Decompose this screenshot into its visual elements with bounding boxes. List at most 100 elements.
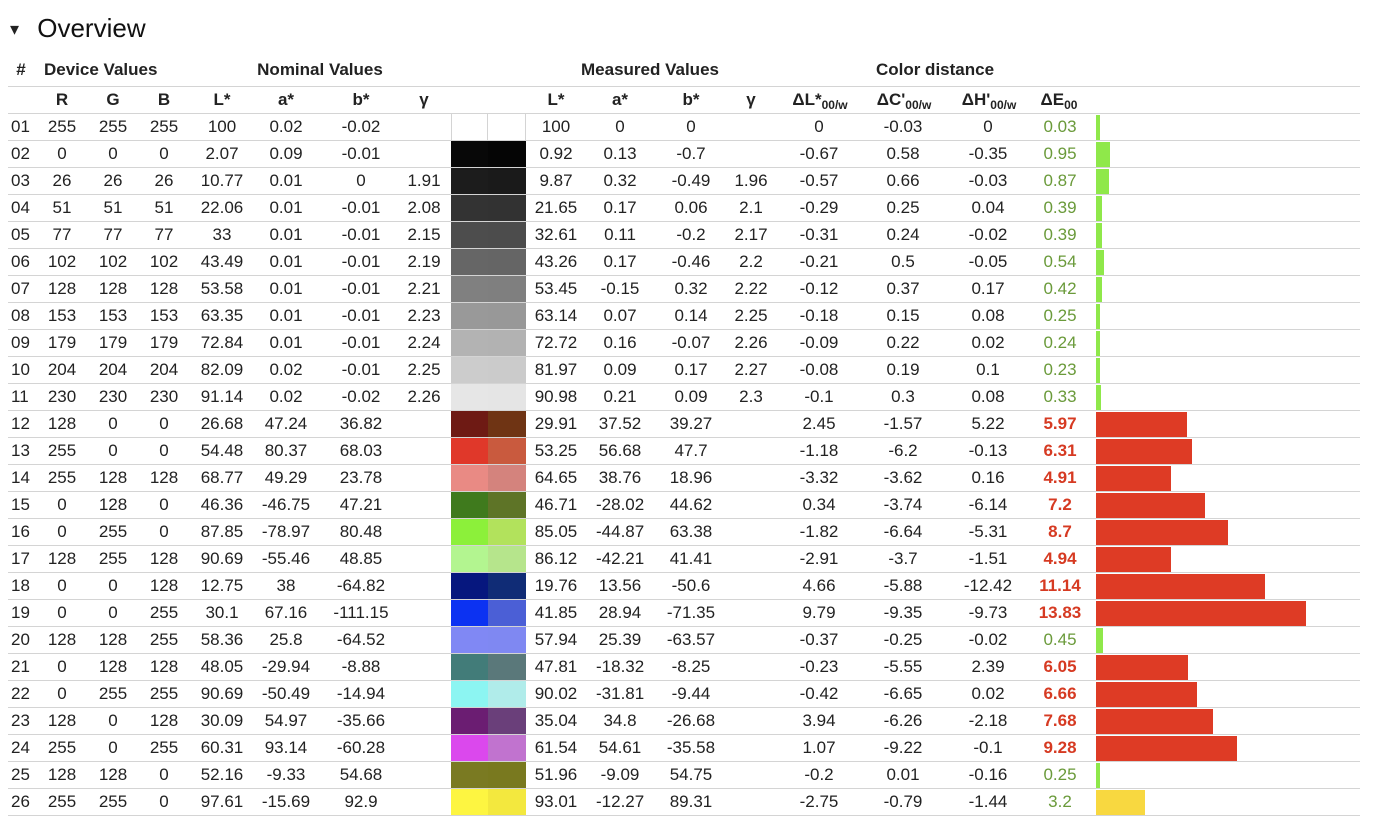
nominal-l: 22.06 [200, 198, 244, 217]
nominal-b: -0.01 [341, 333, 381, 352]
nominal-gamma: 2.25 [407, 360, 441, 379]
measured-a: 13.56 [598, 576, 642, 595]
nominal-color-swatch [451, 249, 488, 275]
delta-e-value: 0.45 [1043, 630, 1077, 649]
delta-e-value: 0.87 [1043, 171, 1077, 190]
row-number: 03 [11, 171, 30, 190]
table-row: 01 255 255 255 100 0.02 -0.02 100 0 0 0 -0.03 0 0.03 [8, 114, 1360, 141]
measured-b: -50.6 [671, 576, 711, 595]
measured-b: 44.62 [669, 495, 713, 514]
col-header-delta-l: ΔL*00/w [792, 90, 848, 112]
delta-e-bar [1096, 142, 1110, 167]
table-row: 17 128 255 128 90.69 -55.46 48.85 86.12 -42.21 41… [8, 546, 1360, 573]
nominal-a: -9.33 [266, 765, 306, 784]
table-row: 07 128 128 128 53.58 0.01 -0.01 2.21 53.45 -0.15 0… [8, 276, 1360, 303]
delta-h: -0.35 [968, 144, 1008, 163]
measured-a: -12.27 [596, 792, 645, 811]
nominal-l: 90.69 [200, 684, 244, 703]
nominal-b: 48.85 [339, 549, 383, 568]
table-row: 19 0 0 255 30.1 67.16 -111.15 41.85 28.94 -71.35 9… [8, 600, 1360, 627]
nominal-l: 26.68 [200, 414, 244, 433]
delta-h: 0.17 [971, 279, 1005, 298]
nominal-gamma [404, 411, 444, 437]
nominal-b: 23.78 [339, 468, 383, 487]
nominal-a: -50.49 [261, 684, 311, 703]
nominal-a: 0.02 [269, 117, 303, 136]
delta-l: -2.75 [799, 792, 839, 811]
measured-color-swatch [488, 546, 526, 572]
nominal-l: 33 [212, 225, 232, 244]
measured-b: -26.68 [666, 711, 716, 730]
nominal-l: 90.69 [200, 549, 244, 568]
nominal-b: -0.01 [341, 144, 381, 163]
row-number: 17 [11, 549, 30, 568]
delta-c: 0.58 [886, 144, 920, 163]
nominal-color-swatch [451, 303, 488, 329]
measured-color-swatch [488, 384, 526, 410]
nominal-a: 0.01 [269, 225, 303, 244]
measured-b: 54.75 [669, 765, 713, 784]
measured-color-swatch [488, 168, 526, 194]
nominal-color-swatch [451, 384, 488, 410]
nominal-b: 36.82 [339, 414, 383, 433]
nominal-gamma [404, 654, 444, 680]
measured-l: 72.72 [534, 333, 578, 352]
table-row: 02 0 0 0 2.07 0.09 -0.01 0.92 0.13 -0.7 -0.67 0.58 -… [8, 141, 1360, 168]
nominal-b: -0.01 [341, 279, 381, 298]
measured-color-swatch [488, 492, 526, 518]
nominal-l: 91.14 [200, 387, 244, 406]
nominal-gamma: 2.23 [407, 306, 441, 325]
overview-toggle[interactable]: ▾ Overview [10, 10, 146, 46]
device-r: 153 [47, 306, 77, 325]
collapse-triangle-icon[interactable]: ▾ [10, 19, 20, 39]
nominal-l: 30.09 [200, 711, 244, 730]
measured-a: 28.94 [598, 603, 642, 622]
delta-l: -0.31 [799, 225, 839, 244]
table-row: 04 51 51 51 22.06 0.01 -0.01 2.08 21.65 0.17 0.06 2… [8, 195, 1360, 222]
nominal-a: 25.8 [269, 630, 303, 649]
nominal-gamma: 2.08 [407, 198, 441, 217]
nominal-b: -35.66 [336, 711, 386, 730]
delta-c: 0.24 [886, 225, 920, 244]
device-r: 51 [52, 198, 72, 217]
nominal-color-swatch [451, 438, 488, 464]
measured-l: 61.54 [534, 738, 578, 757]
delta-c: 0.25 [886, 198, 920, 217]
nominal-color-swatch [451, 357, 488, 383]
measured-l: 51.96 [534, 765, 578, 784]
row-number: 10 [11, 360, 30, 379]
measured-gamma [732, 627, 770, 653]
nominal-gamma [404, 492, 444, 518]
row-number: 06 [11, 252, 30, 271]
row-number: 02 [11, 144, 30, 163]
delta-e-value: 3.2 [1048, 792, 1072, 811]
measured-color-swatch [488, 789, 526, 815]
nominal-a: 0.02 [269, 387, 303, 406]
delta-l: -0.2 [804, 765, 834, 784]
delta-c: 0.19 [886, 360, 920, 379]
delta-l: -0.37 [799, 630, 839, 649]
delta-c: 0.15 [886, 306, 920, 325]
row-number: 13 [11, 441, 30, 460]
measured-l: 41.85 [534, 603, 578, 622]
nominal-b: 54.68 [339, 765, 383, 784]
delta-e-value: 0.54 [1043, 252, 1077, 271]
device-b: 230 [149, 387, 179, 406]
delta-l: 0 [814, 117, 824, 136]
row-number: 11 [11, 387, 29, 406]
nominal-b: -111.15 [333, 603, 389, 622]
measured-a: 38.76 [598, 468, 642, 487]
nominal-a: -46.75 [261, 495, 311, 514]
measured-a: 0.16 [603, 333, 637, 352]
delta-e-bar [1096, 115, 1100, 140]
device-r: 128 [47, 549, 77, 568]
nominal-a: 38 [276, 576, 296, 595]
delta-l: -0.23 [799, 657, 839, 676]
table-row: 11 230 230 230 91.14 0.02 -0.02 2.26 90.98 0.21 0.… [8, 384, 1360, 411]
nominal-color-swatch [451, 519, 488, 545]
measured-b: 0.09 [674, 387, 708, 406]
col-header-number: # [16, 60, 26, 79]
measured-color-swatch [488, 627, 526, 653]
row-number: 01 [11, 117, 30, 136]
nominal-color-swatch [451, 654, 488, 680]
